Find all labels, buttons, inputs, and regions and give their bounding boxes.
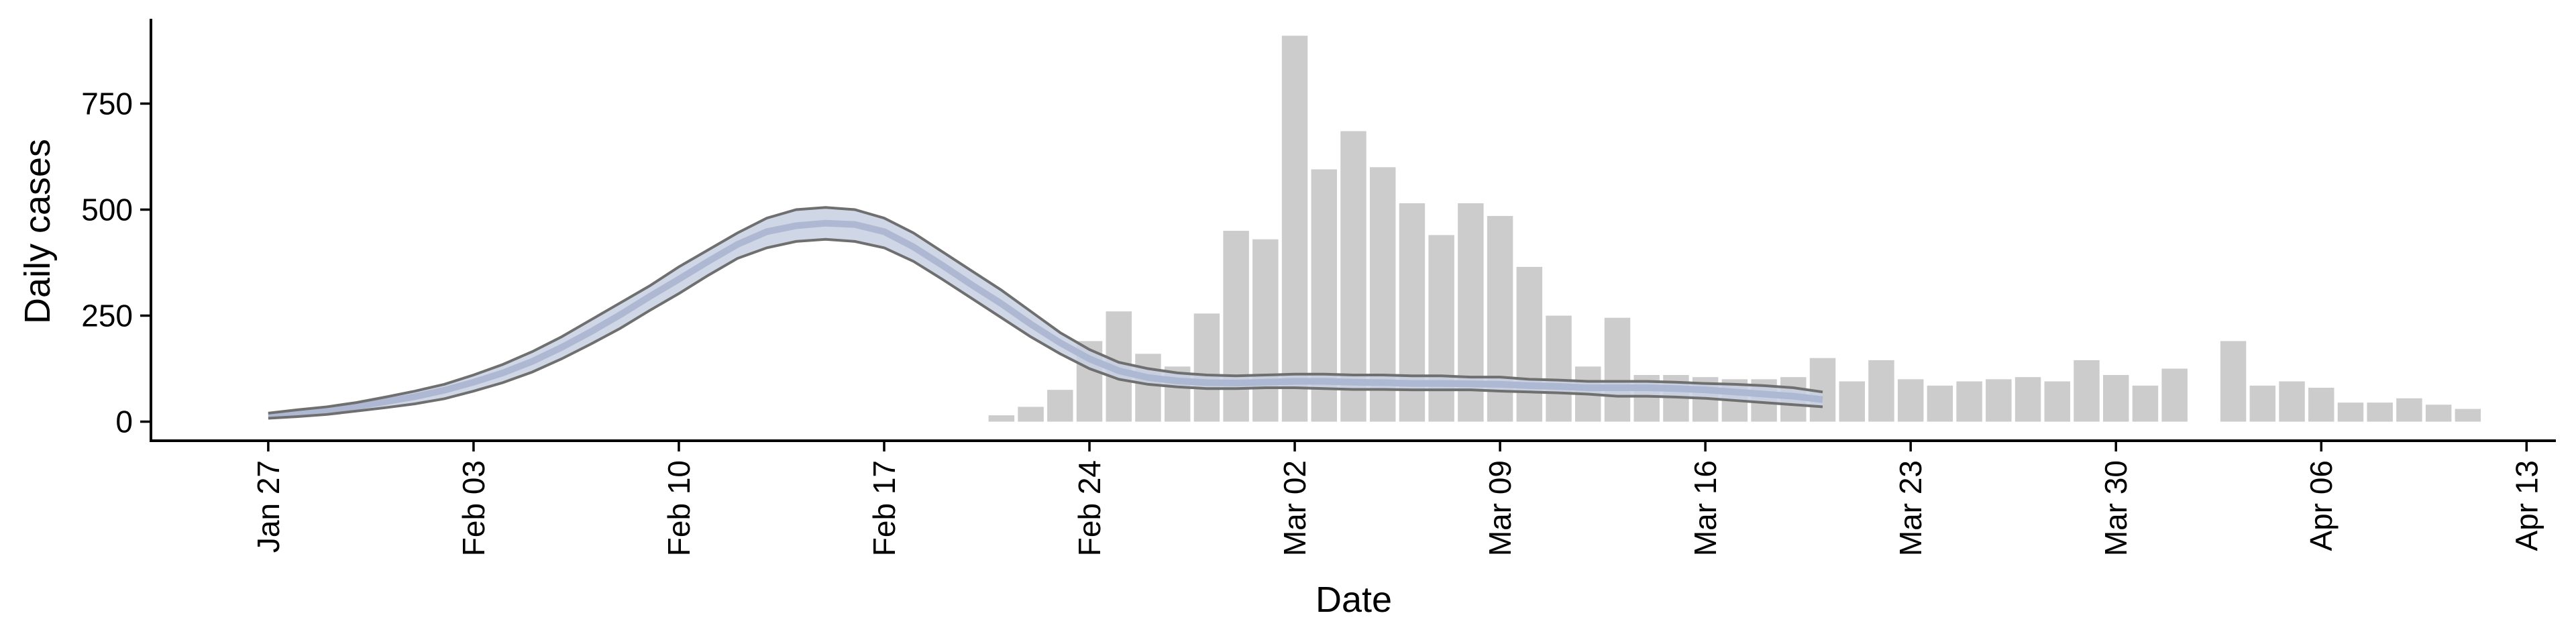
daily-case-bar — [2455, 409, 2481, 422]
daily-case-bar — [1047, 390, 1073, 422]
daily-case-bar — [1546, 315, 1572, 422]
daily-case-bar — [2249, 385, 2276, 422]
daily-case-bar — [1223, 231, 1249, 422]
daily-case-bar — [1428, 235, 1454, 422]
daily-case-bar — [1868, 360, 1894, 422]
estimate-upper-line — [268, 206, 1823, 415]
daily-case-bar — [988, 415, 1015, 422]
y-tick-label: 250 — [81, 299, 133, 333]
plot-bars — [988, 36, 2481, 422]
x-tick-label: Mar 23 — [1893, 460, 1928, 556]
daily-case-bar — [1252, 239, 1279, 422]
daily-case-bar — [1135, 354, 1161, 422]
estimate-median-line — [268, 219, 1823, 419]
y-axis-title: Daily cases — [17, 139, 58, 324]
daily-case-bar — [2074, 360, 2100, 422]
x-tick-label: Feb 24 — [1072, 460, 1107, 556]
y-tick-label: 500 — [81, 192, 133, 227]
daily-case-bar — [2337, 402, 2364, 422]
x-tick-label: Apr 06 — [2304, 460, 2339, 551]
x-tick-label: Jan 27 — [251, 460, 286, 553]
x-tick-label: Mar 30 — [2098, 460, 2133, 556]
x-tick-label: Mar 16 — [1688, 460, 1723, 556]
daily-case-bar — [1897, 379, 1924, 422]
x-ticks: Jan 27 Feb 03 Feb 10 Feb 17 Feb 24 Mar 02 Mar … — [251, 441, 2544, 556]
daily-case-bar — [2044, 381, 2070, 422]
daily-case-bar — [1193, 313, 1220, 422]
x-tick-label: Apr 13 — [2509, 460, 2544, 551]
daily-case-bar — [2308, 387, 2334, 422]
daily-case-bar — [1986, 379, 2012, 422]
x-tick-label: Feb 10 — [661, 460, 696, 556]
y-tick-label: 750 — [81, 86, 133, 121]
daily-case-bar — [2161, 368, 2188, 422]
daily-case-bar — [1927, 385, 1953, 422]
daily-case-bar — [2220, 341, 2247, 422]
x-tick-label: Feb 03 — [456, 460, 491, 556]
daily-case-bar — [1340, 131, 1366, 422]
daily-case-bar — [1839, 381, 1865, 422]
y-tick-label: 0 — [115, 405, 133, 439]
daily-case-bar — [2132, 385, 2159, 422]
daily-case-bar — [1516, 266, 1543, 422]
estimate-lower-line — [268, 237, 1823, 420]
daily-case-bar — [1604, 317, 1631, 422]
daily-case-bar — [1956, 381, 1982, 422]
daily-case-bar — [2367, 402, 2393, 422]
x-axis-title: Date — [1316, 580, 1392, 620]
daily-case-bar — [2425, 405, 2452, 422]
y-ticks: 0 250 500 750 — [81, 86, 151, 439]
daily-case-bar — [2102, 375, 2129, 422]
estimate-layer — [268, 206, 1823, 420]
daily-case-bar — [1281, 36, 1308, 422]
x-tick-label: Mar 02 — [1277, 460, 1312, 556]
daily-case-bar — [2396, 398, 2422, 422]
daily-case-bar — [2015, 377, 2041, 422]
daily-case-bar — [2279, 381, 2305, 422]
x-tick-label: Mar 09 — [1483, 460, 1517, 556]
x-tick-label: Feb 17 — [867, 460, 902, 556]
daily-case-bar — [1018, 407, 1044, 422]
